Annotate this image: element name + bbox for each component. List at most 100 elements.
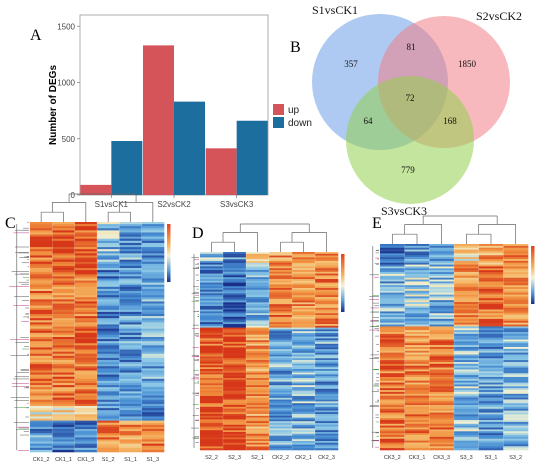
heatmap-cell: [503, 348, 529, 352]
heatmap-cell: [223, 343, 247, 346]
heatmap-cell: [454, 352, 479, 355]
heatmap-cell: [119, 265, 142, 269]
heatmap-cell: [30, 228, 53, 231]
heatmap-cell: [454, 258, 479, 262]
heatmap-cell: [404, 260, 430, 264]
heatmap-cell: [380, 270, 405, 273]
heatmap-cell: [429, 386, 455, 389]
heatmap-cell: [141, 370, 165, 373]
heatmap-cell: [119, 322, 142, 325]
heatmap-cell: [454, 367, 479, 370]
heatmap-cell: [97, 397, 120, 401]
heatmap-cell: [223, 433, 247, 436]
heatmap-cell: [269, 430, 293, 433]
heatmap-cell: [74, 414, 98, 417]
heatmap-cell: [200, 261, 224, 264]
heatmap-cell: [52, 397, 75, 401]
heatmap-cell: [141, 362, 165, 365]
heatmap-cell: [429, 260, 455, 264]
heatmap-cell: [119, 410, 142, 413]
heatmap-cell: [141, 328, 165, 332]
heatmap-cell: [478, 427, 504, 430]
heatmap-cell: [503, 391, 529, 395]
heatmap-cell: [74, 420, 98, 424]
heatmap-cell: [380, 322, 405, 325]
heatmap-cell: [503, 313, 529, 316]
heatmap-cell: [52, 370, 75, 373]
heatmap-cell: [404, 277, 430, 280]
heatmap-cell: [315, 324, 339, 327]
heatmap-cell: [74, 408, 98, 411]
heatmap-cell: [119, 391, 142, 394]
heatmap-cell: [141, 443, 165, 447]
heatmap-cell: [503, 296, 529, 299]
heatmap-cell: [141, 242, 165, 246]
heatmap-cell: [119, 257, 142, 260]
heatmap-cell: [119, 334, 142, 338]
heatmap-cell: [315, 374, 339, 377]
heatmap-cell: [269, 415, 293, 418]
heatmap-cell: [478, 313, 504, 316]
heatmap-cell: [74, 360, 98, 363]
heatmap-cell: [404, 302, 430, 305]
heatmap-cell: [269, 424, 293, 427]
heatmap-e-cells: [380, 244, 529, 451]
heatmap-cell: [503, 423, 529, 426]
heatmap-cell: [454, 285, 479, 288]
heatmap-cell: [119, 387, 142, 390]
heatmap-cell: [119, 360, 142, 363]
heatmap-cell: [246, 273, 270, 276]
heatmap-cell: [200, 338, 224, 341]
heatmap-cell: [269, 325, 293, 328]
heatmap-cell: [269, 261, 293, 264]
heatmap-cell: [380, 388, 405, 391]
heatmap-cell: [269, 365, 293, 368]
heatmap-cell: [404, 268, 430, 271]
heatmap-cell: [74, 337, 98, 340]
heatmap-cell: [30, 265, 53, 269]
heatmap-cell: [200, 302, 224, 305]
heatmap-cell: [380, 315, 405, 318]
heatmap-cell: [478, 264, 504, 267]
heatmap-cell: [315, 412, 339, 415]
heatmap-cell: [52, 420, 75, 424]
heatmap-cell: [292, 261, 316, 264]
heatmap-cell: [454, 324, 479, 327]
heatmap-cell: [454, 277, 479, 280]
heatmap-cell: [141, 324, 165, 327]
heatmap-cell: [380, 369, 405, 372]
heatmap-cell: [97, 253, 120, 256]
heatmap-cell: [380, 288, 405, 292]
heatmap-cell: [30, 422, 53, 426]
heatmap-cell: [315, 318, 339, 321]
heatmap-cell: [119, 433, 142, 436]
heatmap-cell: [223, 423, 247, 426]
heatmap-cell: [223, 397, 247, 400]
heatmap-cell: [478, 296, 504, 299]
heatmap-cell: [380, 330, 405, 333]
heatmap-cell: [454, 405, 479, 408]
heatmap-cell: [503, 245, 529, 249]
heatmap-cell: [52, 314, 75, 317]
heatmap-cell: [97, 270, 120, 273]
heatmap-cell: [30, 334, 53, 338]
heatmap-cell: [97, 265, 120, 269]
heatmap-cell: [454, 317, 479, 320]
heatmap-cell: [429, 328, 455, 331]
heatmap-cell: [315, 367, 339, 370]
heatmap-cell: [503, 345, 529, 348]
heatmap-cell: [380, 337, 405, 340]
heatmap-cell: [119, 305, 142, 309]
heatmap-cell: [74, 395, 98, 398]
heatmap-cell: [478, 292, 504, 295]
heatmap-cell: [74, 265, 98, 269]
heatmap-cell: [97, 341, 120, 344]
heatmap-cell: [454, 294, 479, 297]
heatmap-cell: [119, 320, 142, 323]
heatmap-cell: [503, 270, 529, 273]
heatmap-cell: [119, 429, 142, 432]
heatmap-cell: [404, 290, 430, 293]
heatmap-cell: [119, 447, 142, 451]
heatmap-cell: [454, 343, 479, 346]
